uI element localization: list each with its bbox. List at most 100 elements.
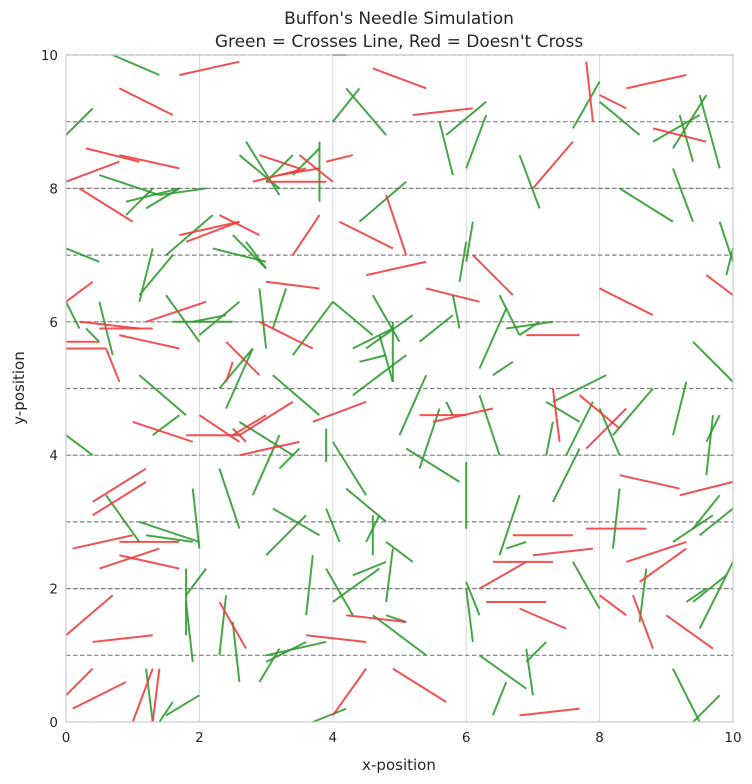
needle-not-crossing [306, 634, 367, 643]
needle-crossing [191, 488, 201, 549]
needle-not-crossing [72, 681, 127, 710]
needle-crossing [232, 234, 267, 270]
needle-not-crossing [585, 407, 627, 450]
needle-not-crossing [225, 341, 261, 376]
needle-crossing [478, 654, 527, 690]
needle-crossing [65, 434, 94, 457]
needle-crossing [572, 561, 601, 610]
needle-crossing [358, 180, 407, 223]
needle-not-crossing [532, 141, 574, 190]
needle-crossing [718, 221, 734, 263]
needle-not-crossing [385, 194, 408, 256]
needle-crossing [672, 168, 694, 223]
needle-crossing [258, 288, 268, 349]
needle-crossing [365, 314, 414, 350]
needle-crossing [378, 334, 394, 383]
needle-crossing [552, 374, 607, 403]
needle-not-crossing [626, 74, 687, 90]
needle-crossing [272, 374, 321, 416]
needle-crossing [112, 54, 160, 76]
tick-labels: 0 2 4 6 8 10 0 2 4 6 8 10 [41, 48, 742, 746]
needle-not-crossing [551, 388, 561, 442]
needle-not-crossing [239, 440, 300, 457]
needle-crossing [359, 354, 387, 363]
needle-not-crossing [598, 594, 627, 617]
needle-crossing [438, 121, 454, 176]
needle-crossing [231, 621, 241, 683]
needle-crossing [251, 434, 281, 496]
needle-crossing [505, 540, 527, 550]
needle-crossing [291, 301, 334, 356]
needle-crossing [145, 668, 154, 723]
needle-not-crossing [132, 420, 194, 443]
needle-crossing [498, 494, 521, 556]
needle-not-crossing [185, 220, 240, 243]
needle-crossing [698, 94, 721, 169]
needle-crossing [465, 221, 474, 262]
needle-crossing [192, 314, 227, 323]
needle-crossing [65, 247, 100, 263]
needle-crossing [312, 707, 347, 723]
needle-crossing [125, 187, 180, 203]
needle-crossing [271, 288, 288, 329]
needle-crossing [465, 581, 481, 616]
x-axis-label: x-position [362, 756, 436, 774]
needle-not-crossing [679, 480, 734, 497]
needle-crossing [445, 401, 454, 416]
needle-not-crossing [346, 614, 407, 623]
needle-crossing [705, 414, 721, 443]
needle-crossing [545, 400, 581, 423]
needle-crossing [492, 360, 514, 376]
needle-crossing [498, 294, 521, 336]
needle-not-crossing [92, 481, 147, 517]
needle-crossing [692, 341, 734, 383]
needle-not-crossing [298, 154, 334, 183]
needle-not-crossing [238, 400, 294, 437]
needle-crossing [218, 595, 228, 656]
needle-not-crossing [79, 320, 140, 330]
needle-not-crossing [105, 348, 121, 383]
needle-not-crossing [131, 668, 154, 723]
needle-not-crossing [339, 220, 394, 250]
needle-crossing [598, 100, 641, 136]
needle-crossing [238, 154, 281, 190]
needle-crossing [465, 114, 488, 169]
needle-not-crossing [119, 154, 180, 170]
needle-crossing [506, 320, 554, 330]
needle-crossing [85, 327, 101, 343]
needle-crossing [265, 514, 307, 556]
needle-crossing [619, 187, 674, 223]
needle-not-crossing [425, 287, 480, 303]
needle-crossing [138, 374, 187, 416]
needle-crossing [258, 648, 281, 683]
needle-crossing [565, 401, 594, 456]
needle-crossing [152, 414, 180, 436]
needle-crossing [611, 488, 621, 549]
needle-not-crossing [65, 594, 114, 637]
needle-not-crossing [72, 534, 133, 550]
needle-crossing [352, 354, 407, 396]
needle-not-crossing [372, 67, 427, 90]
needle-crossing [465, 588, 474, 643]
needle-crossing [385, 541, 414, 563]
needle-crossing [572, 81, 601, 129]
needle-crossing [372, 614, 427, 657]
needle-crossing [145, 187, 180, 210]
needle-not-crossing [265, 280, 320, 290]
needle-not-crossing [119, 334, 180, 350]
needle-crossing [185, 567, 207, 596]
needle-crossing [159, 187, 207, 197]
needle-not-crossing [665, 614, 714, 650]
needle-not-crossing [632, 594, 654, 649]
needle-not-crossing [331, 668, 367, 716]
needle-crossing [652, 114, 701, 143]
plot-frame [65, 54, 734, 723]
needle-crossing [692, 574, 727, 603]
needle-crossing [225, 348, 254, 409]
needle-crossing [398, 374, 428, 436]
y-tick-label: 6 [49, 315, 58, 331]
x-tick-label: 8 [595, 730, 604, 746]
needle-not-crossing [232, 427, 247, 443]
x-tick-label: 2 [195, 730, 204, 746]
